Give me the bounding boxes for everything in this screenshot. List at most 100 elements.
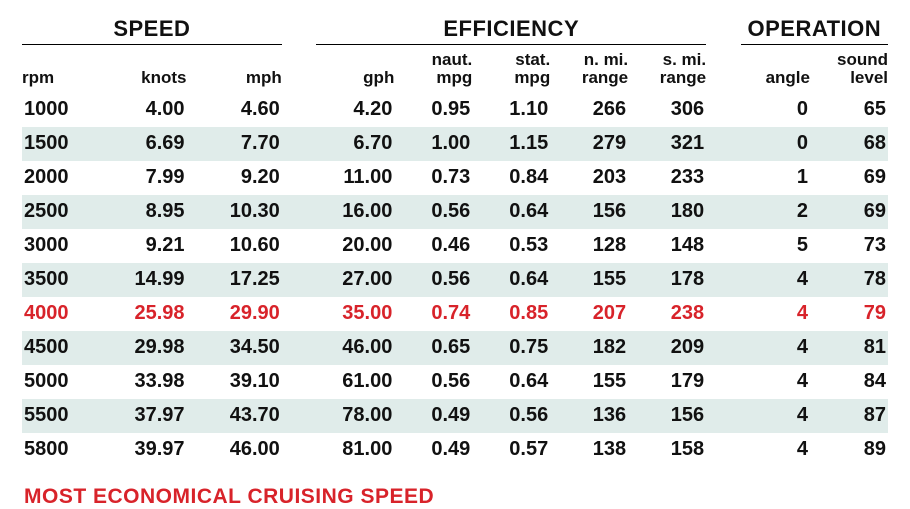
cell-angle: 4 — [741, 365, 810, 399]
cell-smpg: 0.56 — [472, 399, 550, 433]
cell-knots: 33.98 — [91, 365, 186, 399]
table-row: 20007.999.2011.000.730.84203233169 — [22, 161, 888, 195]
cell-knots: 8.95 — [91, 195, 186, 229]
cell-rpm: 2000 — [22, 161, 91, 195]
cell-nrng: 128 — [550, 229, 628, 263]
cell-nrng: 279 — [550, 127, 628, 161]
cell-smpg: 0.57 — [472, 433, 550, 467]
group-gap — [282, 16, 317, 44]
cell-snd: 69 — [810, 195, 888, 229]
cell-nmpg: 0.56 — [394, 263, 472, 297]
cell-gph: 6.70 — [316, 127, 394, 161]
cell-angle: 4 — [741, 263, 810, 297]
cell-gap — [706, 161, 741, 195]
cell-snd: 73 — [810, 229, 888, 263]
cell-angle: 0 — [741, 93, 810, 127]
cell-snd: 69 — [810, 161, 888, 195]
cell-nmpg: 0.73 — [394, 161, 472, 195]
cell-gph: 27.00 — [316, 263, 394, 297]
footer-note: MOST ECONOMICAL CRUISING SPEED — [22, 485, 888, 509]
cell-gph: 20.00 — [316, 229, 394, 263]
cell-snd: 87 — [810, 399, 888, 433]
cell-rpm: 4500 — [22, 331, 91, 365]
cell-nmpg: 1.00 — [394, 127, 472, 161]
cell-angle: 4 — [741, 297, 810, 331]
table-row: 550037.9743.7078.000.490.56136156487 — [22, 399, 888, 433]
cell-srng: 209 — [628, 331, 706, 365]
cell-mph: 34.50 — [187, 331, 282, 365]
cell-knots: 37.97 — [91, 399, 186, 433]
cell-mph: 10.30 — [187, 195, 282, 229]
cell-mph: 29.90 — [187, 297, 282, 331]
cell-smpg: 1.15 — [472, 127, 550, 161]
cell-gap — [282, 365, 317, 399]
cell-knots: 29.98 — [91, 331, 186, 365]
cell-knots: 14.99 — [91, 263, 186, 297]
cell-smpg: 0.75 — [472, 331, 550, 365]
cell-gap — [706, 331, 741, 365]
cell-mph: 7.70 — [187, 127, 282, 161]
cell-mph: 10.60 — [187, 229, 282, 263]
cell-rpm: 4000 — [22, 297, 91, 331]
cell-gph: 61.00 — [316, 365, 394, 399]
cell-knots: 7.99 — [91, 161, 186, 195]
cell-rpm: 3000 — [22, 229, 91, 263]
cell-gap — [706, 297, 741, 331]
cell-nrng: 138 — [550, 433, 628, 467]
cell-smpg: 0.84 — [472, 161, 550, 195]
cell-srng: 178 — [628, 263, 706, 297]
cell-gap — [282, 263, 317, 297]
cell-gph: 16.00 — [316, 195, 394, 229]
performance-table: SPEED EFFICIENCY OPERATION rpm knots mph… — [22, 16, 888, 467]
cell-smpg: 0.64 — [472, 365, 550, 399]
cell-srng: 233 — [628, 161, 706, 195]
cell-rpm: 1000 — [22, 93, 91, 127]
cell-rpm: 1500 — [22, 127, 91, 161]
group-header-speed: SPEED — [22, 16, 282, 44]
cell-angle: 4 — [741, 399, 810, 433]
cell-mph: 9.20 — [187, 161, 282, 195]
cell-nrng: 203 — [550, 161, 628, 195]
cell-srng: 148 — [628, 229, 706, 263]
cell-gap — [282, 195, 317, 229]
col-nrng: n. mi.range — [550, 45, 628, 93]
cell-gph: 4.20 — [316, 93, 394, 127]
cell-nmpg: 0.49 — [394, 433, 472, 467]
cell-gph: 78.00 — [316, 399, 394, 433]
cell-gap — [706, 229, 741, 263]
cell-nmpg: 0.74 — [394, 297, 472, 331]
cell-snd: 81 — [810, 331, 888, 365]
cell-snd: 65 — [810, 93, 888, 127]
table-row: 10004.004.604.200.951.10266306065 — [22, 93, 888, 127]
cell-rpm: 2500 — [22, 195, 91, 229]
cell-nmpg: 0.49 — [394, 399, 472, 433]
cell-smpg: 0.64 — [472, 263, 550, 297]
cell-srng: 306 — [628, 93, 706, 127]
cell-mph: 43.70 — [187, 399, 282, 433]
group-header-efficiency: EFFICIENCY — [316, 16, 706, 44]
col-angle: angle — [741, 45, 810, 93]
cell-snd: 68 — [810, 127, 888, 161]
col-sound: soundlevel — [810, 45, 888, 93]
cell-gap — [706, 365, 741, 399]
cell-gph: 81.00 — [316, 433, 394, 467]
cell-angle: 5 — [741, 229, 810, 263]
cell-gap — [706, 127, 741, 161]
col-smpg: stat.mpg — [472, 45, 550, 93]
col-nmpg: naut.mpg — [394, 45, 472, 93]
cell-gap — [706, 195, 741, 229]
cell-gph: 35.00 — [316, 297, 394, 331]
cell-smpg: 0.85 — [472, 297, 550, 331]
table-row: 500033.9839.1061.000.560.64155179484 — [22, 365, 888, 399]
cell-nrng: 155 — [550, 365, 628, 399]
cell-nmpg: 0.56 — [394, 195, 472, 229]
cell-gap — [706, 263, 741, 297]
cell-nrng: 266 — [550, 93, 628, 127]
cell-srng: 156 — [628, 399, 706, 433]
cell-angle: 0 — [741, 127, 810, 161]
cell-nrng: 155 — [550, 263, 628, 297]
cell-rpm: 5800 — [22, 433, 91, 467]
col-rpm: rpm — [22, 45, 91, 93]
cell-knots: 6.69 — [91, 127, 186, 161]
cell-gph: 46.00 — [316, 331, 394, 365]
